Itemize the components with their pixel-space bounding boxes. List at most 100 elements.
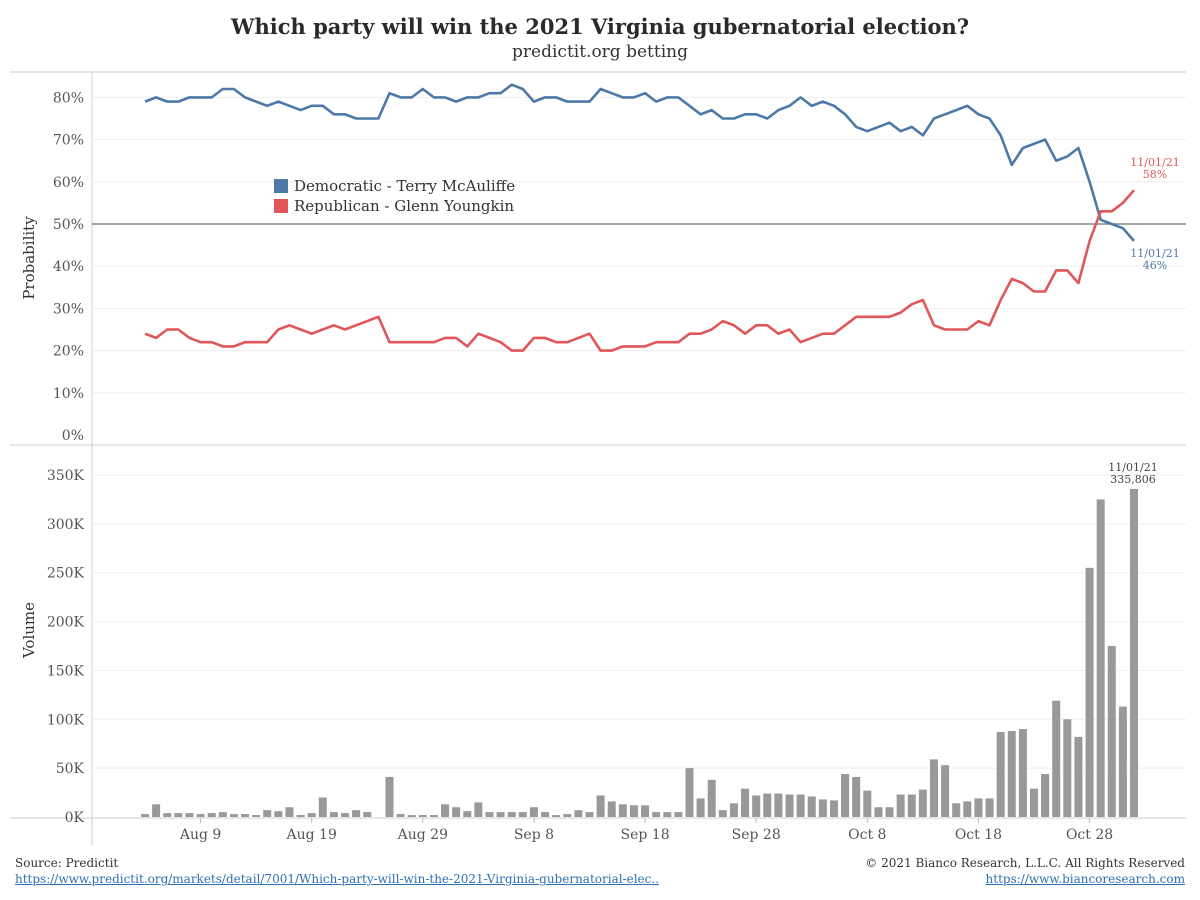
volume-bar [296,815,305,817]
volume-bar [852,776,861,817]
prob-tick-label: 50% [53,217,84,233]
volume-bar [641,805,650,817]
volume-bar [385,776,394,817]
volume-bar [140,814,150,817]
volume-bar [696,798,705,817]
prob-tick-label: 80% [53,90,84,106]
volume-bar [1052,700,1061,817]
volume-bar [1085,567,1094,817]
source-label: Source: Predictit [15,856,119,870]
legend-swatch-democratic [274,179,288,193]
volume-bar [763,793,772,817]
x-tick-label: Aug 29 [397,827,448,843]
volume-bar [785,794,794,817]
x-tick-label: Oct 28 [1066,827,1113,843]
volume-bar [252,815,261,817]
site-link[interactable]: https://www.biancoresearch.com [985,872,1185,886]
volume-bar [496,812,505,817]
volume-bar [585,812,594,817]
volume-bar [741,788,750,817]
volume-bar [174,813,183,817]
volume-bar [341,813,350,817]
prob-tick-label: 70% [53,133,84,149]
volume-bar [718,810,727,817]
dem-end-date-label: 11/01/21 [1130,247,1179,260]
volume-bar [774,793,783,817]
volume-bar [996,731,1005,817]
volume-bar [1063,719,1072,817]
volume-bar [841,774,850,817]
prob-tick-label: 0% [62,428,84,444]
volume-bar [874,807,883,817]
volume-bar [329,812,338,817]
volume-bar [574,810,583,817]
volume-bar [418,815,427,817]
volume-axis-title: Volume [20,602,38,659]
volume-bar [807,796,816,817]
volume-bar [263,810,272,817]
rep-end-date-label: 11/01/21 [1130,156,1179,169]
prob-axis-title: Probability [20,216,38,300]
volume-bar [796,794,805,817]
volume-bar [207,813,216,817]
volume-bar [1096,499,1105,817]
volume-end-value-label: 335,806 [1110,473,1156,486]
volume-bar [396,814,405,817]
source-link[interactable]: https://www.predictit.org/markets/detail… [15,872,660,886]
volume-bar [318,797,327,817]
volume-tick-label: 300K [47,517,85,533]
volume-bar [474,802,483,817]
site-link-wrap: https://www.biancoresearch.com [986,872,1185,886]
volume-bar [218,812,227,817]
volume-bar [552,815,561,817]
x-tick-label: Sep 8 [514,827,554,843]
volume-bar [518,812,527,817]
volume-bar [541,812,550,817]
x-tick-label: Sep 28 [732,827,781,843]
x-tick-label: Sep 18 [621,827,670,843]
chart-subtitle: predictit.org betting [512,42,688,62]
volume-bar [907,794,916,817]
volume-bar [952,803,961,817]
volume-bar [441,804,450,817]
legend-label-democratic: Democratic - Terry McAuliffe [294,177,515,195]
volume-bar [1129,488,1139,817]
volume-bar [563,814,572,817]
volume-tick-label: 150K [47,663,85,679]
prob-tick-label: 40% [53,259,84,275]
volume-bar [529,807,538,817]
volume-bar [985,798,994,817]
volume-bar [1118,706,1127,817]
volume-bar [729,803,738,817]
volume-bar [663,812,672,817]
prob-tick-label: 20% [53,344,84,360]
prob-tick-label: 60% [53,175,84,191]
x-tick-label: Oct 18 [955,827,1002,843]
volume-bar [452,807,461,817]
volume-bar [752,795,761,817]
volume-bar [863,790,872,817]
volume-bar [941,765,950,817]
volume-bar [274,811,283,817]
volume-bar [929,759,938,817]
legend-swatch-republican [274,199,288,213]
volume-bar [152,804,161,817]
volume-bar [1041,774,1050,817]
volume-tick-label: 0K [65,810,85,826]
volume-bar [829,800,838,817]
volume-bar [429,815,438,817]
volume-tick-label: 50K [56,761,85,777]
prob-tick-label: 30% [53,301,84,317]
republican-line [144,189,1135,352]
volume-bar [707,779,716,817]
volume-bar [1074,736,1083,817]
volume-bar [307,813,316,817]
volume-bar [963,801,972,817]
volume-end-date-label: 11/01/21 [1108,461,1157,474]
volume-bar [1018,729,1027,817]
volume-bar [1029,788,1038,817]
volume-bar [163,813,172,817]
volume-bar [652,812,661,817]
copyright-label: © 2021 Bianco Research, L.L.C. All Right… [865,856,1185,870]
volume-bar [885,807,894,817]
